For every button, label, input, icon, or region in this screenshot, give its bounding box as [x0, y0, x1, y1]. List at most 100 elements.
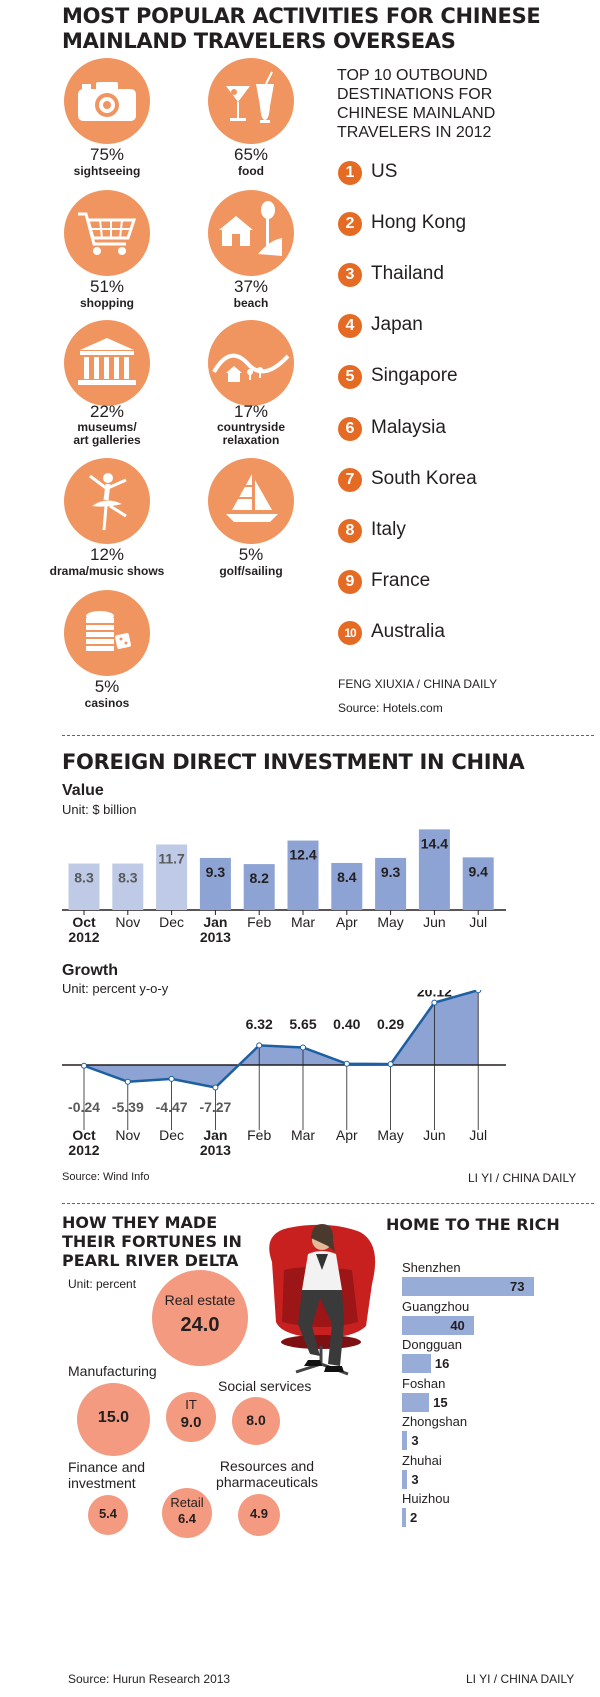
rich-bar-0	[402, 1277, 534, 1296]
value-label-6: 8.4	[337, 869, 357, 885]
destination-name-8: Italy	[371, 518, 406, 540]
growth-label-0: -0.24	[68, 1099, 100, 1115]
fdi-credit: LI YI / CHINA DAILY	[468, 1171, 577, 1185]
growth-month-6: Apr	[336, 1127, 358, 1143]
rich-bar-2	[402, 1354, 431, 1373]
rich-bar-6	[402, 1508, 406, 1527]
destination-rank-9: 9	[338, 569, 362, 594]
it-label: IT	[185, 1397, 197, 1412]
growth-month-0: Oct	[72, 1127, 96, 1143]
manufacturing-value: 15.0	[97, 1409, 130, 1426]
manufacturing-label: Manufacturing	[68, 1363, 157, 1379]
growth-point-2	[168, 1075, 175, 1082]
value-label-2: 11.7	[158, 850, 185, 866]
museums-label: museums/ art galleries	[37, 421, 177, 447]
manufacturing-bubble: 15.0	[77, 1383, 150, 1456]
countryside-pct: 17%	[233, 402, 269, 421]
rich-city-3: Foshan	[402, 1375, 446, 1391]
rich-value-4: 3	[411, 1433, 419, 1448]
growth-label-1: -5.39	[112, 1099, 144, 1115]
golf-circle	[208, 458, 294, 544]
value-month-6: Apr	[336, 914, 358, 930]
sailboat-icon	[226, 474, 278, 522]
value-month-8: Jun	[423, 914, 446, 930]
casinos-pct: 5%	[94, 677, 120, 696]
real-estate-value: 24.0	[180, 1314, 220, 1336]
destination-name-10: Australia	[371, 620, 445, 642]
destination-rank-6: 6	[338, 416, 362, 441]
rich-value-3: 15	[433, 1394, 448, 1410]
cocktail-icon	[226, 71, 274, 123]
social-services-value: 8.0	[246, 1412, 266, 1428]
rich-title: HOME TO THE RICH	[386, 1215, 560, 1234]
value-month-5: Mar	[291, 914, 315, 930]
destination-name-9: France	[371, 569, 431, 591]
value-label-7: 9.3	[381, 864, 401, 880]
rich-bar-3	[402, 1392, 430, 1412]
rich-value-2: 16	[434, 1356, 450, 1371]
fdi-source: Source: Wind Info	[62, 1171, 150, 1183]
value-bar-7	[375, 857, 407, 910]
growth-line	[83, 990, 479, 1089]
destinations-title-line3: CHINESE MAINLAND	[337, 105, 496, 122]
it-value: 9.0	[180, 1414, 202, 1431]
drama-pct: 12%	[89, 545, 125, 564]
destination-name-4: Japan	[371, 314, 423, 336]
destination-rank-10: 10	[338, 620, 362, 645]
activities-title-line1: MOST POPULAR ACTIVITIES FOR CHINESE	[62, 4, 541, 28]
section-divider-1	[62, 735, 594, 736]
ballet-dancer-icon	[89, 473, 127, 531]
drama-label: drama/music shows	[49, 564, 165, 578]
countryside-label-line2: relaxation	[222, 433, 280, 447]
pearl-title-line3: PEARL RIVER DELTA	[62, 1251, 239, 1270]
casinos-circle	[64, 590, 150, 676]
value-month-3: Jan	[203, 914, 227, 930]
growth-label-4: 6.32	[246, 1016, 273, 1032]
finance-label-line1: Finance and	[68, 1459, 146, 1475]
growth-month-4: Feb	[247, 1127, 271, 1143]
value-label-4: 8.2	[249, 870, 269, 886]
rich-city-5: Zhuhai	[402, 1452, 442, 1468]
growth-month-9: Jul	[469, 1127, 487, 1143]
growth-point-4	[256, 1042, 263, 1049]
shopping-cart-icon	[78, 212, 137, 255]
resources-bubble: 4.9	[238, 1494, 280, 1536]
growth-point-0	[81, 1062, 87, 1069]
destination-name-5: Singapore	[371, 365, 458, 387]
value-month-7: May	[377, 914, 403, 930]
museums-circle	[64, 320, 150, 406]
real-estate-label: Real estate	[164, 1292, 236, 1308]
countryside-icon	[212, 353, 290, 382]
value-bar-2	[156, 844, 188, 910]
rich-credit: LI YI / CHINA DAILY	[466, 1672, 575, 1686]
growth-label-2: -4.47	[156, 1099, 188, 1115]
museum-icon	[78, 338, 136, 385]
sightseeing-circle	[64, 58, 150, 144]
social-services-label: Social services	[218, 1378, 312, 1394]
resources-value: 4.9	[249, 1506, 269, 1521]
growth-label-5: 5.65	[289, 1016, 316, 1032]
museums-label-line1: museums/	[77, 420, 137, 434]
growth-month-2: Dec	[159, 1127, 184, 1143]
rich-bar-5	[402, 1469, 408, 1489]
activities-title-line2: MAINLAND TRAVELERS OVERSEAS	[62, 29, 456, 53]
destination-rank-7: 7	[338, 467, 362, 492]
fdi-title: FOREIGN DIRECT INVESTMENT IN CHINA	[62, 750, 525, 774]
pearl-source: Source: Hurun Research 2013	[68, 1672, 231, 1686]
rich-value-0: 73	[510, 1279, 525, 1294]
value-month-0: Oct	[72, 914, 96, 930]
value-bar-0	[68, 863, 100, 910]
value-label-5: 12.4	[289, 847, 316, 863]
growth-unit: Unit: percent y-o-y	[62, 981, 169, 996]
growth-month-3: Jan	[203, 1127, 227, 1143]
value-year-0: 2012	[68, 929, 99, 945]
growth-point-5	[300, 1044, 306, 1051]
finance-label-line2: investment	[68, 1475, 136, 1491]
pearl-title-line1: HOW THEY MADE	[62, 1213, 218, 1232]
destinations-credit: FENG XIUXIA / CHINA DAILY	[338, 677, 498, 691]
drama-circle	[64, 458, 150, 544]
growth-month-7: May	[377, 1127, 403, 1143]
food-label: food	[238, 164, 264, 178]
destinations-title: TOP 10 OUTBOUND DESTINATIONS FOR CHINESE…	[337, 66, 495, 142]
pearl-title: HOW THEY MADE THEIR FORTUNES IN PEARL RI…	[62, 1213, 242, 1270]
